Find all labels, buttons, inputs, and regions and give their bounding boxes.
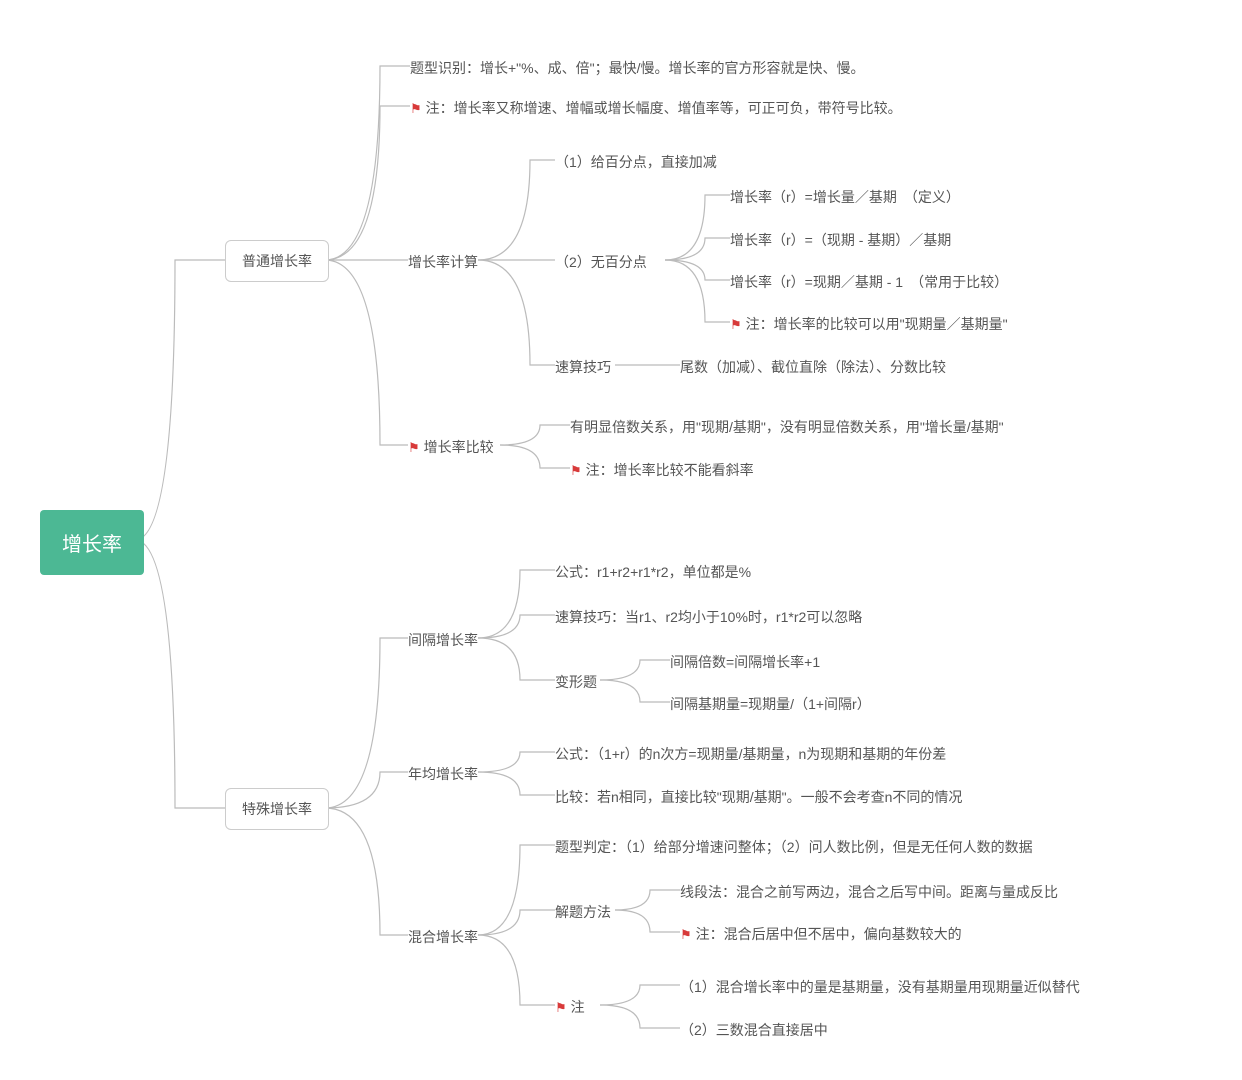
calc-nopct: （2）无百分点 xyxy=(555,252,647,272)
node-calc: 增长率计算 xyxy=(408,252,478,272)
mixed-note-label: ⚑注 xyxy=(555,997,585,1017)
flag-icon: ⚑ xyxy=(410,101,422,117)
compare-text: 有明显倍数关系，用"现期/基期"，没有明显倍数关系，用"增长量/基期" xyxy=(570,417,1004,437)
mixed-method-note: ⚑注：混合后居中但不居中，偏向基数较大的 xyxy=(680,924,962,944)
interval-trick: 速算技巧：当r1、r2均小于10%时，r1*r2可以忽略 xyxy=(555,607,862,627)
mixed-method-label: 解题方法 xyxy=(555,902,611,922)
flag-icon: ⚑ xyxy=(570,463,582,479)
flag-icon: ⚑ xyxy=(680,927,692,943)
flag-icon: ⚑ xyxy=(555,1000,567,1016)
node-mixed: 混合增长率 xyxy=(408,927,478,947)
calc-trick-label: 速算技巧 xyxy=(555,357,611,377)
node-special-growth: 特殊增长率 xyxy=(225,788,329,830)
calc-trick-text: 尾数（加减）、截位直除（除法）、分数比较 xyxy=(680,357,946,377)
mixed-note-n2: （2）三数混合直接居中 xyxy=(680,1020,828,1040)
calc-pct: （1）给百分点，直接加减 xyxy=(555,152,717,172)
mixed-recognize: 题型判定：（1）给部分增速问整体；（2）问人数比例，但是无任何人数的数据 xyxy=(555,837,1033,857)
annual-formula: 公式：（1+r）的n次方=现期量/基期量，n为现期和基期的年份差 xyxy=(555,744,946,764)
compare-note: ⚑注：增长率比较不能看斜率 xyxy=(570,460,754,480)
mixed-method-note-text: 注：混合后居中但不居中，偏向基数较大的 xyxy=(696,926,962,942)
mixed-method-text: 线段法：混合之前写两边，混合之后写中间。距离与量成反比 xyxy=(680,882,1058,902)
interval-v2: 间隔基期量=现期量/（1+间隔r） xyxy=(670,694,871,714)
interval-v1: 间隔倍数=间隔增长率+1 xyxy=(670,652,820,672)
node-normal-growth: 普通增长率 xyxy=(225,240,329,282)
nopct-note: ⚑注：增长率的比较可以用"现期量／基期量" xyxy=(730,314,1008,334)
flag-icon: ⚑ xyxy=(408,440,420,456)
normal-note1: ⚑注：增长率又称增速、增幅或增长幅度、增值率等，可正可负，带符号比较。 xyxy=(410,98,902,118)
compare-note-text: 注：增长率比较不能看斜率 xyxy=(586,462,754,478)
nopct-f1: 增长率（r）=增长量／基期 （定义） xyxy=(730,187,960,207)
nopct-note-text: 注：增长率的比较可以用"现期量／基期量" xyxy=(746,316,1008,332)
interval-formula: 公式：r1+r2+r1*r2，单位都是% xyxy=(555,562,751,582)
node-interval: 间隔增长率 xyxy=(408,630,478,650)
root-node: 增长率 xyxy=(40,510,144,575)
flag-icon: ⚑ xyxy=(730,317,742,333)
mixed-note-n1: （1）混合增长率中的量是基期量，没有基期量用现期量近似替代 xyxy=(680,977,1080,997)
compare-label: 增长率比较 xyxy=(424,439,494,455)
normal-note1-text: 注：增长率又称增速、增幅或增长幅度、增值率等，可正可负，带符号比较。 xyxy=(426,100,902,116)
nopct-f3: 增长率（r）=现期／基期 - 1 （常用于比较） xyxy=(730,272,1008,292)
normal-recognize: 题型识别：增长+"%、成、倍"；最快/慢。增长率的官方形容就是快、慢。 xyxy=(410,58,864,78)
nopct-f2: 增长率（r）=（现期 - 基期）／基期 xyxy=(730,230,951,250)
mixed-note-label-text: 注 xyxy=(571,999,585,1015)
interval-variant-label: 变形题 xyxy=(555,672,597,692)
node-compare: ⚑增长率比较 xyxy=(408,437,494,457)
node-annual: 年均增长率 xyxy=(408,764,478,784)
annual-compare: 比较：若n相同，直接比较"现期/基期"。一般不会考查n不同的情况 xyxy=(555,787,962,807)
